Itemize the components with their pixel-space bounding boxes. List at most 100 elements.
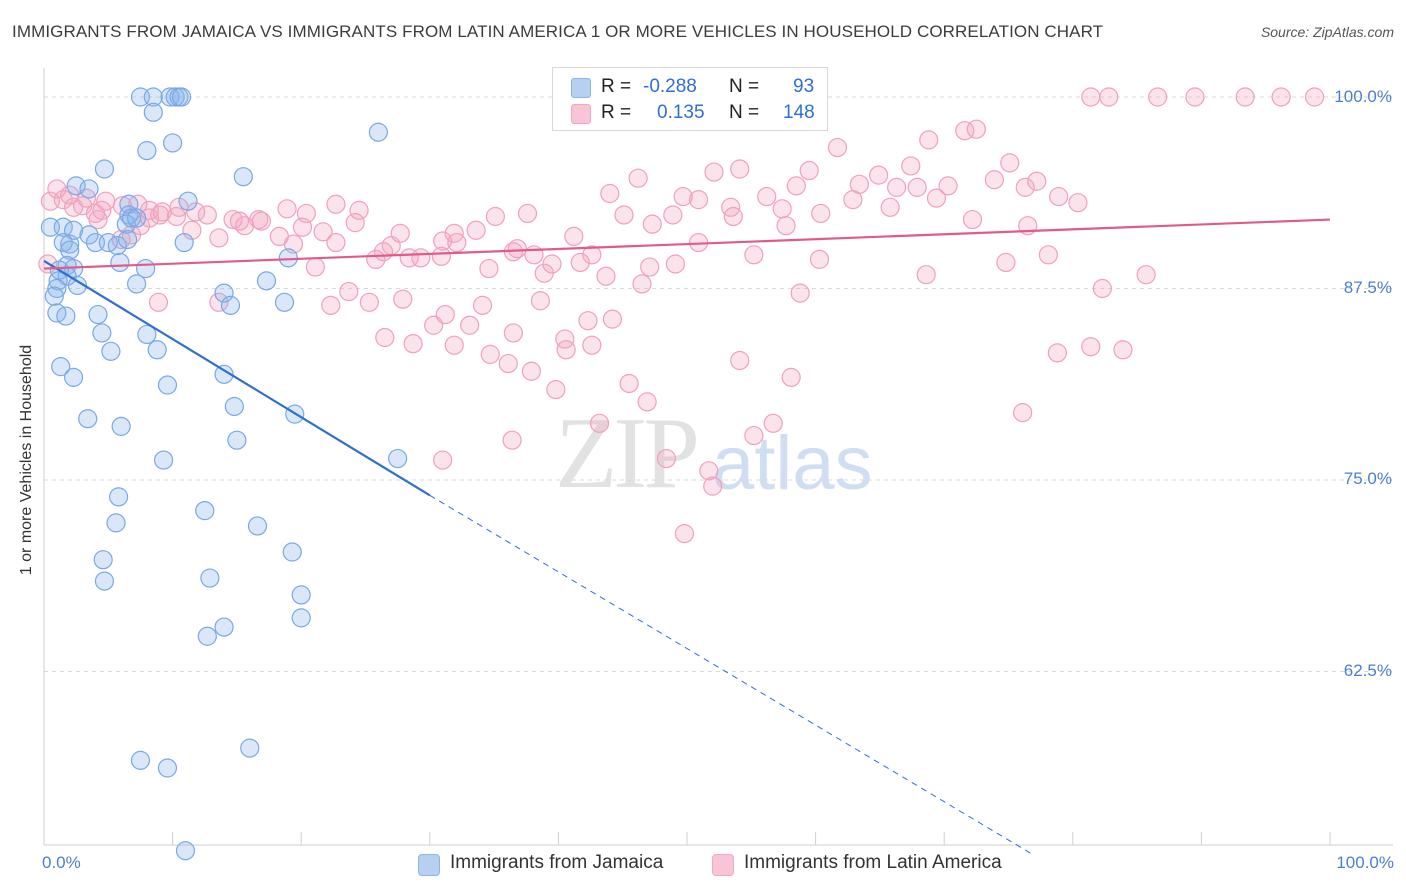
series-jamaica — [40, 87, 408, 861]
jamaica-point — [214, 617, 234, 637]
trend-lines — [43, 218, 1331, 856]
latin-point — [1099, 87, 1119, 107]
latin-point — [223, 209, 243, 230]
jamaica-point — [108, 487, 129, 507]
latin-point — [1038, 245, 1058, 265]
latin-point — [578, 311, 598, 331]
latin-point — [1013, 402, 1033, 423]
latin-point — [703, 476, 723, 496]
jamaica-point — [178, 191, 198, 211]
watermark-zip: ZIP — [555, 397, 700, 510]
jamaica-point — [137, 324, 157, 345]
jamaica-point — [53, 232, 73, 253]
latin-point — [197, 205, 217, 225]
latin-point — [596, 266, 616, 286]
latin-point — [640, 257, 660, 277]
jamaica-point — [240, 738, 260, 758]
jamaica-point — [143, 102, 163, 122]
latin-point — [907, 177, 927, 197]
latin-point — [1027, 171, 1047, 191]
latin-point — [326, 194, 346, 214]
latin-point — [772, 199, 792, 219]
latin-point — [403, 334, 423, 354]
latin-point — [730, 350, 750, 371]
jamaica-point — [214, 364, 234, 384]
jamaica-point — [79, 179, 99, 199]
latin-point — [1185, 87, 1205, 107]
x-tick-label: 0.0% — [42, 853, 81, 872]
latin-point — [619, 373, 639, 394]
x-tick-label: 100.0% — [1336, 853, 1394, 872]
latin-point — [984, 170, 1004, 190]
latin-point — [1271, 87, 1291, 107]
jamaica-point — [117, 229, 138, 250]
jamaica-point — [135, 258, 156, 279]
latin-point — [849, 174, 869, 194]
jamaica-trend-extension — [429, 494, 1035, 856]
latin-point — [966, 119, 986, 139]
latin-point — [326, 232, 346, 253]
latin-point — [570, 252, 590, 273]
latin-point — [1235, 87, 1255, 107]
latin-point — [435, 304, 455, 325]
latin-point — [763, 413, 783, 433]
jamaica-point — [130, 750, 151, 770]
latin-point — [665, 254, 686, 274]
jamaica-swatch — [571, 78, 591, 98]
jamaica-point — [143, 87, 163, 107]
latin-point — [399, 248, 419, 268]
jamaica-point — [157, 375, 178, 395]
latin-trend-line — [43, 218, 1331, 270]
jamaica-point — [88, 304, 108, 325]
latin-point — [503, 323, 523, 343]
y-tick-label: 62.5% — [1343, 661, 1392, 680]
latin-point — [556, 340, 576, 360]
latin-point — [339, 281, 359, 302]
jamaica-point — [291, 585, 311, 605]
jamaica-point — [121, 208, 142, 228]
latin-point — [1304, 87, 1325, 107]
jamaica-point — [78, 409, 98, 429]
latin-point — [251, 211, 271, 231]
latin-point — [209, 228, 229, 248]
jamaica-point — [126, 208, 147, 228]
jamaica-point — [48, 271, 68, 291]
r-label: R = — [601, 102, 632, 123]
y-axis-label: 1 or more Vehicles in Household — [18, 344, 35, 576]
jamaica-point — [63, 367, 84, 387]
latin-point — [996, 252, 1016, 273]
latin-point — [498, 353, 518, 374]
x-axis-ticks — [43, 832, 1331, 845]
latin-point — [277, 199, 297, 219]
latin-point — [1092, 278, 1112, 299]
latin-point — [1015, 177, 1035, 197]
latin-point — [730, 159, 750, 179]
jamaica-point — [44, 286, 64, 306]
latin-point — [926, 188, 947, 208]
jamaica-point — [174, 232, 194, 253]
latin-point — [182, 220, 202, 240]
stats-legend: R = -0.288 N = 93 R = 0.135 N = 148 — [552, 67, 828, 131]
n-label: N = — [729, 76, 760, 97]
jamaica-point — [94, 159, 115, 179]
watermark-atlas: atlas — [712, 421, 873, 506]
latin-point — [827, 137, 848, 158]
latin-point — [1148, 87, 1168, 107]
jamaica-point — [60, 240, 80, 260]
jamaica-point — [282, 542, 302, 562]
latin-point — [757, 186, 777, 207]
latin-point — [799, 160, 819, 181]
latin-point — [699, 461, 719, 481]
latin-point — [166, 206, 187, 227]
latin-point — [521, 361, 541, 381]
y-tick-label: 100.0% — [1334, 87, 1392, 106]
latin-point — [507, 239, 527, 259]
chart-title: IMMIGRANTS FROM JAMAICA VS IMMIGRANTS FR… — [12, 22, 1104, 41]
latin-point — [776, 216, 796, 236]
jamaica-point — [195, 501, 215, 521]
jamaica-point — [147, 340, 167, 360]
n-value: 148 — [783, 102, 815, 123]
jamaica-point — [278, 248, 298, 268]
source-label: Source: ZipAtlas.com — [1260, 24, 1394, 40]
latin-point — [209, 292, 229, 312]
